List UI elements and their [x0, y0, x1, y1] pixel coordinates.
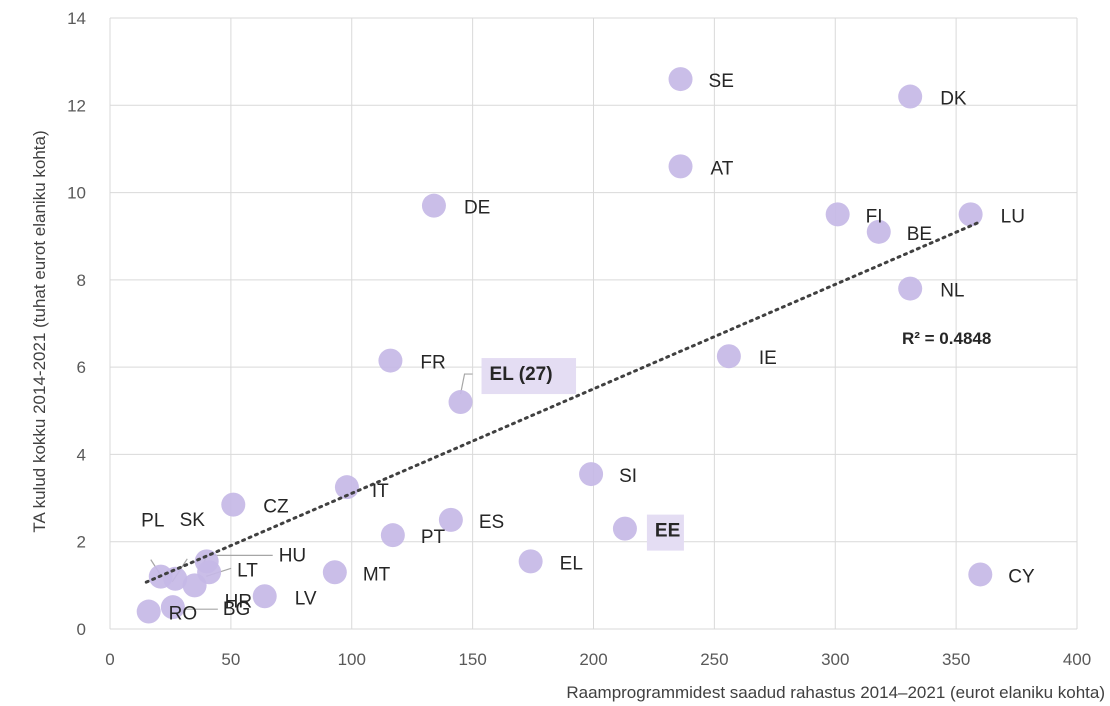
- highlight-box-ee: [646, 514, 684, 551]
- y-axis-ticks: 0 2 4 6 8 10 12 14: [67, 9, 86, 639]
- y-axis-title: TA kulud kokku 2014-2021 (tuhat eurot el…: [30, 130, 49, 532]
- point-hr: [182, 573, 207, 598]
- label-be: BE: [907, 224, 932, 245]
- y-tick-label: 8: [77, 271, 86, 290]
- point-si: [579, 462, 604, 487]
- label-lt: LT: [237, 560, 258, 581]
- point-labels: SE DK AT DE FI LU BE NL IE FR EL (27) SI IT CZ ES EE PT E…: [141, 71, 1035, 624]
- label-dk: DK: [940, 89, 967, 110]
- point-nl: [898, 276, 923, 301]
- label-lu: LU: [1001, 206, 1025, 227]
- label-pt: PT: [421, 527, 446, 548]
- x-tick-label: 0: [105, 650, 114, 669]
- label-nl: NL: [940, 281, 964, 302]
- point-se: [668, 67, 693, 92]
- y-tick-label: 0: [77, 620, 86, 639]
- point-lv: [252, 584, 277, 609]
- x-tick-label: 400: [1063, 650, 1091, 669]
- label-el: EL: [560, 553, 583, 574]
- label-lv: LV: [295, 588, 317, 609]
- point-lu: [958, 202, 983, 227]
- x-tick-label: 300: [821, 650, 849, 669]
- label-fi: FI: [866, 206, 883, 227]
- data-points: [136, 67, 993, 624]
- point-be: [866, 219, 891, 244]
- trendline: [144, 220, 982, 584]
- x-tick-label: 150: [458, 650, 486, 669]
- point-el-27: [448, 390, 473, 415]
- label-cz: CZ: [263, 497, 289, 518]
- y-tick-label: 2: [77, 533, 86, 552]
- label-ro: RO: [169, 604, 198, 625]
- leader-line-el-27: [459, 373, 473, 395]
- label-sk: SK: [180, 510, 206, 531]
- label-si: SI: [619, 466, 637, 487]
- y-tick-label: 10: [67, 184, 86, 203]
- point-ro: [136, 599, 161, 624]
- label-el-27: EL (27): [490, 364, 553, 385]
- y-tick-label: 4: [77, 445, 86, 464]
- label-mt: MT: [363, 564, 391, 585]
- x-tick-label: 200: [579, 650, 607, 669]
- x-tick-label: 350: [942, 650, 970, 669]
- x-axis-title: Raamprogrammidest saadud rahastus 2014–2…: [566, 683, 1105, 702]
- point-es: [438, 507, 463, 532]
- point-sk: [163, 566, 188, 591]
- label-ie: IE: [759, 348, 777, 369]
- point-ee: [612, 516, 637, 541]
- point-bg: [160, 595, 185, 620]
- r-squared-label: R² = 0.4848: [902, 329, 991, 348]
- point-cz: [221, 492, 246, 517]
- label-ee: EE: [655, 521, 680, 542]
- point-dk: [898, 84, 923, 109]
- label-se: SE: [709, 71, 734, 92]
- label-cy: CY: [1008, 566, 1035, 587]
- point-de: [421, 193, 446, 218]
- label-de: DE: [464, 198, 490, 219]
- label-pl: PL: [141, 511, 164, 532]
- x-tick-label: 50: [221, 650, 240, 669]
- point-at: [668, 154, 693, 179]
- label-hr: HR: [225, 591, 252, 612]
- point-el: [518, 549, 543, 574]
- highlight-boxes: [481, 358, 684, 551]
- point-cy: [968, 562, 993, 587]
- point-pt: [380, 523, 405, 548]
- label-hu: HU: [279, 545, 306, 566]
- label-at: AT: [711, 158, 734, 179]
- label-fr: FR: [420, 353, 445, 374]
- point-fi: [825, 202, 850, 227]
- label-es: ES: [479, 512, 504, 533]
- x-tick-label: 100: [338, 650, 366, 669]
- y-tick-label: 6: [77, 358, 86, 377]
- x-tick-label: 250: [700, 650, 728, 669]
- y-tick-label: 14: [67, 9, 86, 28]
- y-tick-label: 12: [67, 96, 86, 115]
- label-bg: BG: [223, 599, 250, 620]
- label-it: IT: [372, 481, 389, 502]
- point-mt: [322, 560, 347, 585]
- highlight-box-el-27: [481, 358, 577, 395]
- x-axis-ticks: 0 50 100 150 200 250 300 350 400: [105, 650, 1091, 669]
- gridlines: [109, 17, 1078, 630]
- point-fr: [378, 348, 403, 373]
- point-ie: [716, 344, 741, 369]
